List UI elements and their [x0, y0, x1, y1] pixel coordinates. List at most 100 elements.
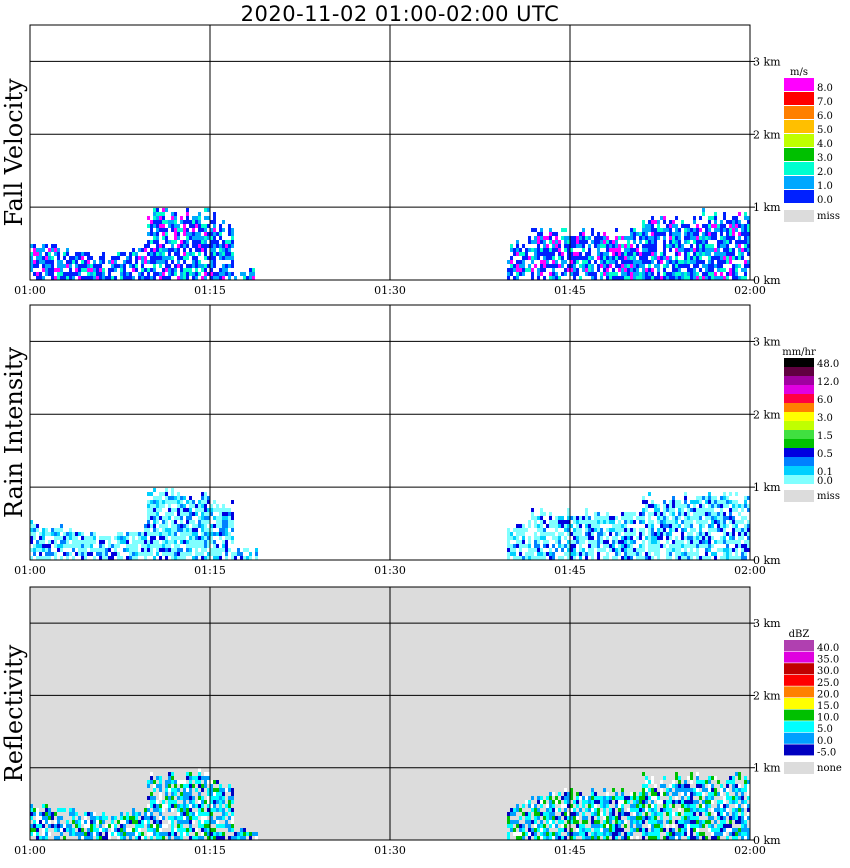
reflectivity-y-tick-label: 3 km — [753, 617, 781, 630]
rain-intensity-colorbar-swatch — [784, 430, 814, 439]
rain-intensity-colorbar-label: 0.1 — [817, 467, 833, 478]
rain-intensity-missing-swatch — [784, 490, 814, 502]
reflectivity-colorbar-label: -5.0 — [817, 747, 836, 758]
reflectivity-chart: 0 km 1 km 2 km 3 km 01:00 01:15 01:30 01:45 02:0… — [0, 586, 842, 857]
rain-intensity-colorbar-label: 12.0 — [817, 377, 839, 388]
rain-intensity-colorbar-swatch — [784, 457, 814, 466]
reflectivity-colorbar-label: 35.0 — [817, 655, 839, 666]
reflectivity-colorbar-label: 25.0 — [817, 678, 839, 689]
rain-intensity-echo-field — [30, 488, 750, 560]
reflectivity-x-tick-label: 01:15 — [194, 844, 226, 857]
fall-velocity-colorbar-label: 3.0 — [817, 153, 833, 164]
reflectivity-colorbar-unit: dBZ — [789, 629, 810, 640]
rain-intensity-colorbar-swatch — [784, 439, 814, 448]
reflectivity-y-tick-label: 0 km — [753, 834, 781, 847]
rain-intensity-colorbar-label: 0.5 — [817, 449, 833, 460]
rain-intensity-chart: 0 km 1 km 2 km 3 km 01:00 01:15 01:30 01:45 02:0… — [0, 304, 840, 577]
fall-velocity-x-tick-label: 01:00 — [14, 284, 46, 297]
fall-velocity-colorbar-swatch — [784, 134, 814, 147]
rain-intensity-colorbar-unit: mm/hr — [782, 347, 816, 358]
rain-intensity-x-tick-label: 01:00 — [14, 564, 46, 577]
fall-velocity-missing-label: miss — [817, 211, 840, 222]
fall-velocity-colorbar-swatch — [784, 92, 814, 105]
fall-velocity-frame — [29, 24, 751, 281]
rain-intensity-colorbar-swatch — [784, 376, 814, 385]
reflectivity-colorbar-label: 15.0 — [817, 701, 839, 712]
reflectivity-colorbar-swatch — [784, 732, 814, 744]
fall-velocity-colorbar-unit: m/s — [790, 67, 808, 78]
rain-intensity-y-tick-label: 2 km — [753, 408, 781, 421]
reflectivity-colorbar-label: 5.0 — [817, 724, 833, 735]
reflectivity-colorbar-swatch — [784, 651, 814, 663]
fall-velocity-colorbar-label: 6.0 — [817, 111, 833, 122]
reflectivity-colorbar-swatch — [784, 663, 814, 675]
fall-velocity-colorbar-swatch — [784, 148, 814, 161]
reflectivity-colorbar-swatch — [784, 744, 814, 756]
reflectivity-colorbar-swatch — [784, 721, 814, 733]
rain-intensity-x-tick-label: 01:15 — [194, 564, 226, 577]
reflectivity-x-tick-label: 01:30 — [374, 844, 406, 857]
reflectivity-missing-swatch — [784, 762, 814, 774]
fall-velocity-echo-field — [30, 208, 750, 280]
rain-intensity-colorbar-swatch — [784, 403, 814, 412]
reflectivity-colorbar-label: 20.0 — [817, 689, 839, 700]
fall-velocity-x-tick-label: 02:00 — [734, 284, 766, 297]
reflectivity-colorbar-swatch — [784, 674, 814, 686]
fall-velocity-colorbar-label: 8.0 — [817, 83, 833, 94]
fall-velocity-y-tick-label: 1 km — [753, 201, 781, 214]
fall-velocity-x-tick-label: 01:15 — [194, 284, 226, 297]
reflectivity-x-tick-label: 01:00 — [14, 844, 46, 857]
fall-velocity-x-tick-label: 01:30 — [374, 284, 406, 297]
fall-velocity-y-tick-label: 3 km — [753, 55, 781, 68]
fall-velocity-colorbar-label: 1.0 — [817, 181, 833, 192]
rain-intensity-frame — [29, 304, 751, 561]
rain-intensity-colorbar-label: 48.0 — [817, 359, 839, 370]
rain-intensity-colorbar-swatch — [784, 412, 814, 421]
rain-intensity-colorbar-label: 3.0 — [817, 413, 833, 424]
rain-intensity-y-tick-label: 1 km — [753, 481, 781, 494]
fall-velocity-colorbar-swatch — [784, 162, 814, 175]
fall-velocity-axis-label: Fall Velocity — [0, 78, 28, 227]
rain-intensity-colorbar-swatch — [784, 367, 814, 376]
reflectivity-colorbar-swatch — [784, 686, 814, 698]
reflectivity-colorbar-swatch — [784, 640, 814, 651]
rain-intensity-colorbar-label: 6.0 — [817, 395, 833, 406]
rain-intensity-colorbar-swatch — [784, 448, 814, 457]
fall-velocity-y-tick-label: 0 km — [753, 274, 781, 287]
fall-velocity-colorbar-label: 0.0 — [817, 195, 833, 206]
reflectivity-colorbar-label: 40.0 — [817, 643, 839, 654]
reflectivity-echo-field — [30, 768, 750, 840]
reflectivity-colorbar-swatch — [784, 709, 814, 721]
rain-intensity-x-tick-label: 02:00 — [734, 564, 766, 577]
fall-velocity-colorbar-label: 4.0 — [817, 139, 833, 150]
rain-intensity-colorbar-swatch — [784, 358, 814, 367]
rain-intensity-x-tick-label: 01:30 — [374, 564, 406, 577]
reflectivity-colorbar-swatch — [784, 698, 814, 709]
rain-intensity-missing-label: miss — [817, 491, 840, 502]
rain-intensity-colorbar-swatch — [784, 421, 814, 430]
fall-velocity-missing-swatch — [784, 210, 814, 222]
fall-velocity-chart: 0 km 1 km 2 km 3 km 01:00 01:15 01:30 01:45 02:0… — [0, 24, 840, 297]
fall-velocity-x-tick-label: 01:45 — [554, 284, 586, 297]
figure-title: 2020-11-02 01:00-02:00 UTC — [240, 2, 560, 26]
reflectivity-colorbar-label: 30.0 — [817, 666, 839, 677]
fall-velocity-colorbar-swatch — [784, 176, 814, 189]
rain-intensity-colorbar-swatch — [784, 475, 814, 484]
reflectivity-frame — [29, 586, 751, 841]
fall-velocity-colorbar-swatch — [784, 78, 814, 91]
reflectivity-x-tick-label: 02:00 — [734, 844, 766, 857]
rain-intensity-colorbar-swatch — [784, 466, 814, 475]
reflectivity-colorbar-label: 10.0 — [817, 713, 839, 724]
fall-velocity-colorbar-label: 7.0 — [817, 97, 833, 108]
rain-intensity-x-tick-label: 01:45 — [554, 564, 586, 577]
rain-intensity-colorbar-swatch — [784, 394, 814, 403]
reflectivity-missing-label: none — [817, 763, 842, 774]
rain-intensity-colorbar-label: 1.5 — [817, 431, 833, 442]
rain-intensity-axis-label: Rain Intensity — [0, 347, 28, 519]
fall-velocity-colorbar-swatch — [784, 190, 814, 203]
fall-velocity-colorbar-swatch — [784, 120, 814, 133]
reflectivity-x-tick-label: 01:45 — [554, 844, 586, 857]
reflectivity-axis-label: Reflectivity — [0, 644, 28, 782]
